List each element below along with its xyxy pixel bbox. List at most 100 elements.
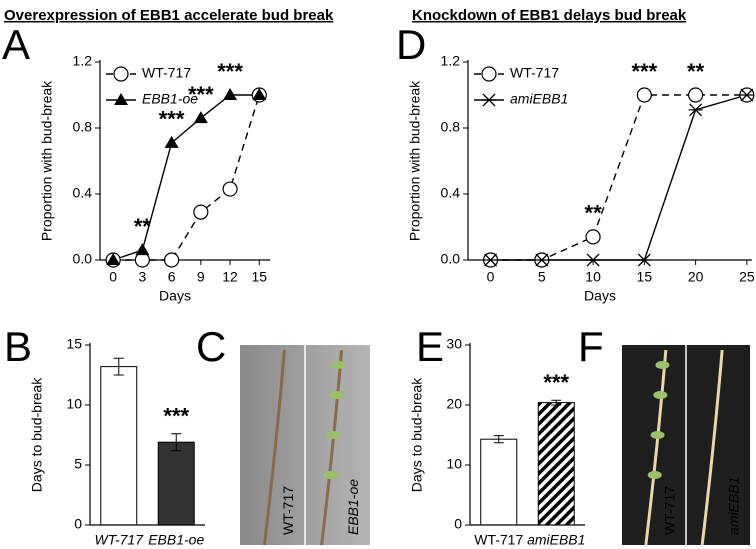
photo-label: amiEBB1 bbox=[725, 477, 741, 535]
panel-letter: D bbox=[396, 21, 426, 68]
leaf bbox=[653, 391, 668, 399]
data-point bbox=[164, 252, 180, 268]
y-axis-label: Days to bud-break bbox=[29, 377, 45, 492]
data-point bbox=[164, 135, 179, 148]
y-tick-label: 0.4 bbox=[441, 185, 461, 201]
bar bbox=[157, 441, 195, 526]
significance: ** bbox=[585, 201, 603, 226]
y-tick-label: 20 bbox=[446, 396, 462, 412]
x-tick-label: WT-717 bbox=[474, 532, 523, 548]
significance: *** bbox=[217, 59, 243, 84]
legend-marker bbox=[481, 66, 497, 82]
x-tick-label: 12 bbox=[222, 269, 238, 285]
legend-label: WT-717 bbox=[142, 65, 191, 81]
significance: *** bbox=[159, 107, 185, 132]
y-tick-label: 0.4 bbox=[73, 185, 93, 201]
x-tick-label: amiEBB1 bbox=[527, 532, 585, 548]
leaf bbox=[329, 391, 344, 399]
data-point bbox=[223, 88, 238, 100]
x-tick-label: 15 bbox=[251, 269, 267, 285]
data-point bbox=[193, 111, 208, 124]
x-tick-label: WT-717 bbox=[94, 532, 144, 548]
legend-label: EBB1-oe bbox=[142, 91, 198, 107]
data-point bbox=[688, 103, 703, 117]
y-tick-label: 15 bbox=[66, 336, 82, 352]
y-tick-label: 0.0 bbox=[73, 251, 93, 267]
x-axis-label: Days bbox=[159, 288, 191, 304]
x-tick-label: 15 bbox=[637, 269, 653, 285]
panel-letter: E bbox=[416, 323, 444, 370]
branch bbox=[700, 349, 724, 546]
y-tick-label: 1.2 bbox=[73, 53, 93, 69]
data-point bbox=[252, 88, 267, 100]
x-tick-label: 10 bbox=[585, 269, 601, 285]
x-tick-label: 25 bbox=[739, 269, 755, 285]
y-tick-label: 0 bbox=[454, 516, 462, 532]
leaf bbox=[323, 471, 338, 479]
data-point bbox=[636, 87, 652, 103]
photo-label: WT-717 bbox=[280, 486, 296, 535]
x-tick-label: 20 bbox=[688, 269, 704, 285]
legend-label: amiEBB1 bbox=[510, 91, 568, 107]
error-bar bbox=[171, 433, 182, 452]
series-line bbox=[490, 94, 747, 261]
legend-marker bbox=[482, 93, 496, 107]
error-bar bbox=[551, 399, 562, 406]
x-tick-label: EBB1-oe bbox=[148, 532, 204, 548]
x-tick-label: 0 bbox=[487, 269, 495, 285]
significance: *** bbox=[163, 404, 189, 429]
data-point bbox=[222, 181, 238, 197]
data-point bbox=[483, 253, 498, 267]
data-point bbox=[585, 229, 601, 245]
legend-label: WT-717 bbox=[510, 65, 559, 81]
leaf bbox=[655, 361, 670, 369]
legend-marker bbox=[113, 66, 129, 82]
significance: *** bbox=[632, 59, 658, 84]
branch bbox=[644, 349, 668, 546]
data-point bbox=[586, 253, 601, 267]
y-tick-label: 0.0 bbox=[441, 251, 461, 267]
error-bar bbox=[113, 357, 124, 376]
bar bbox=[537, 402, 575, 526]
error-bar bbox=[493, 435, 504, 444]
y-tick-label: 0.8 bbox=[441, 119, 461, 135]
bar bbox=[100, 366, 138, 526]
x-tick-label: 9 bbox=[197, 269, 205, 285]
y-tick-label: 30 bbox=[446, 336, 462, 352]
data-point bbox=[688, 87, 704, 103]
x-tick-label: 6 bbox=[168, 269, 176, 285]
legend-marker bbox=[114, 93, 128, 105]
data-point bbox=[534, 253, 549, 267]
panel-letter: F bbox=[578, 323, 604, 370]
data-point bbox=[135, 243, 150, 256]
x-tick-label: 3 bbox=[138, 269, 146, 285]
data-point bbox=[193, 204, 209, 220]
data-point bbox=[637, 253, 652, 267]
series-line bbox=[490, 94, 748, 261]
leaf bbox=[326, 431, 341, 439]
leaf bbox=[331, 361, 346, 369]
significance: ** bbox=[134, 214, 152, 239]
y-tick-label: 10 bbox=[66, 396, 82, 412]
leaf bbox=[647, 471, 662, 479]
panel-title: Knockdown of EBB1 delays bud break bbox=[412, 7, 687, 24]
bar bbox=[480, 438, 518, 526]
branch bbox=[320, 349, 344, 546]
significance: ** bbox=[687, 59, 705, 84]
branch bbox=[262, 349, 286, 546]
photo-label: WT-717 bbox=[661, 486, 677, 535]
data-point bbox=[739, 88, 754, 102]
x-tick-label: 5 bbox=[538, 269, 546, 285]
y-tick-label: 10 bbox=[446, 456, 462, 472]
data-point bbox=[106, 253, 121, 265]
significance: *** bbox=[543, 370, 569, 395]
y-tick-label: 0 bbox=[74, 516, 82, 532]
leaf bbox=[650, 431, 665, 439]
panel-letter: A bbox=[2, 21, 30, 68]
panel-letter: C bbox=[196, 323, 226, 370]
x-tick-label: 0 bbox=[109, 269, 117, 285]
y-tick-label: 0.8 bbox=[73, 119, 93, 135]
panel-title: Overexpression of EBB1 accelerate bud br… bbox=[4, 7, 334, 24]
y-axis-label: Days to bud-break bbox=[409, 377, 425, 492]
